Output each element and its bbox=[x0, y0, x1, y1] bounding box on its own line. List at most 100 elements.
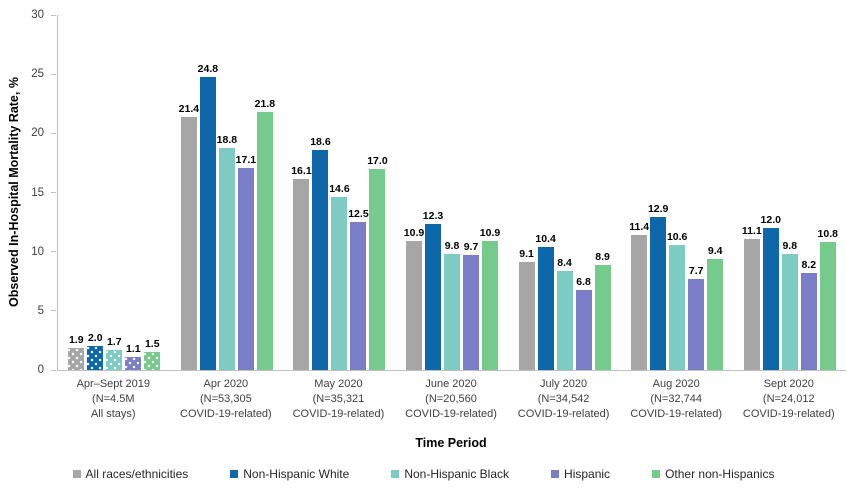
bar-column: 9.1 bbox=[518, 248, 535, 370]
x-category-label-line: Aug 2020 bbox=[652, 378, 700, 390]
x-category-label-line: July 2020 bbox=[540, 378, 588, 390]
bar-value-label: 14.6 bbox=[329, 183, 350, 196]
x-category-label-line: (N=35,321 bbox=[312, 393, 365, 405]
bar-value-label: 17.0 bbox=[367, 154, 388, 167]
x-category-label: Apr–Sept 2019 (N=4.5M All stays) bbox=[57, 377, 170, 422]
bar bbox=[537, 246, 554, 370]
bar-column: 2.0 bbox=[87, 332, 104, 370]
bar-column: 8.2 bbox=[800, 259, 817, 370]
bar-column: 10.9 bbox=[479, 227, 501, 370]
legend-item: Hispanic bbox=[551, 467, 610, 481]
x-category-label: Sept 2020 (N=24,012 COVID-19-related) bbox=[732, 377, 845, 422]
x-category-label-line: (N=34,542 bbox=[537, 393, 590, 405]
bar bbox=[199, 76, 216, 370]
y-tick-mark bbox=[51, 251, 56, 253]
y-tick-mark bbox=[51, 14, 56, 16]
legend-item-label: All races/ethnicities bbox=[85, 467, 189, 481]
bar bbox=[556, 270, 573, 370]
x-category-label: Aug 2020 (N=32,744 COVID-19-related) bbox=[620, 377, 733, 422]
bar-column: 17.1 bbox=[236, 154, 256, 370]
bar bbox=[331, 197, 348, 370]
bar-value-label: 21.4 bbox=[178, 102, 200, 115]
bar-column: 8.9 bbox=[594, 251, 611, 370]
bar-value-label: 10.6 bbox=[666, 230, 688, 243]
bar bbox=[819, 242, 836, 370]
bar bbox=[463, 255, 480, 370]
bar-value-label: 9.8 bbox=[444, 240, 460, 253]
x-category-label-line: May 2020 bbox=[314, 378, 363, 390]
bar bbox=[575, 289, 592, 370]
y-tick-mark bbox=[51, 310, 56, 312]
bar bbox=[87, 346, 104, 370]
bar-column: 17.0 bbox=[367, 154, 388, 370]
bar-column: 12.5 bbox=[348, 209, 369, 370]
x-category-label-line: COVID-19-related) bbox=[630, 408, 723, 420]
bar-group: 1.9 2.0 1.7 1.1 1.5 bbox=[58, 15, 171, 370]
legend-swatch-icon bbox=[652, 470, 661, 478]
bar-value-label: 11.1 bbox=[741, 224, 762, 237]
bar bbox=[594, 264, 611, 370]
bar bbox=[350, 222, 367, 370]
x-category-label-line: June 2020 bbox=[425, 378, 477, 390]
bar bbox=[669, 244, 686, 370]
bar-column: 24.8 bbox=[197, 62, 219, 370]
x-category-label-line: (N=24,012 bbox=[762, 393, 815, 405]
x-category-label-line: Apr 2020 bbox=[203, 378, 249, 390]
bar bbox=[312, 149, 329, 370]
bar-column: 10.6 bbox=[666, 230, 688, 370]
bar-value-label: 10.9 bbox=[479, 227, 501, 240]
bar-column: 21.8 bbox=[254, 98, 276, 370]
bar-group: 21.4 24.8 18.8 17.1 21.8 bbox=[171, 15, 284, 370]
bar-value-label: 24.8 bbox=[197, 62, 219, 75]
legend-item-label: Non-Hispanic Black bbox=[404, 467, 510, 481]
x-axis-category-labels: Apr–Sept 2019 (N=4.5M All stays) Apr 2020 (N… bbox=[57, 377, 845, 422]
bar bbox=[518, 262, 535, 370]
bar bbox=[293, 179, 310, 370]
bar-value-label: 2.0 bbox=[87, 332, 103, 345]
bar-value-label: 12.3 bbox=[422, 210, 444, 223]
bar-column: 9.4 bbox=[707, 245, 724, 370]
bar-value-label: 1.7 bbox=[106, 335, 122, 348]
legend-item: Other non-Hispanics bbox=[652, 467, 774, 481]
bar-value-label: 6.8 bbox=[576, 275, 591, 288]
x-category-label-line: COVID-19-related) bbox=[405, 408, 497, 420]
bar-value-label: 16.1 bbox=[291, 165, 312, 178]
x-category-label-line: COVID-19-related) bbox=[292, 408, 385, 420]
bar-column: 10.4 bbox=[535, 233, 556, 370]
y-tick-label: 20 bbox=[31, 127, 44, 140]
x-category-label: Apr 2020 (N=53,305 COVID-19-related) bbox=[170, 377, 283, 422]
bar bbox=[631, 235, 648, 370]
bar bbox=[369, 168, 386, 370]
bar-group: 9.1 10.4 8.4 6.8 8.9 bbox=[508, 15, 621, 370]
bar-column: 10.8 bbox=[818, 229, 838, 370]
x-category-label-line: Apr–Sept 2019 bbox=[76, 378, 150, 390]
legend-item-label: Non-Hispanic White bbox=[243, 467, 350, 481]
y-tick-mark bbox=[51, 192, 56, 193]
bar-value-label: 9.1 bbox=[519, 248, 534, 261]
bar bbox=[237, 167, 254, 370]
bar bbox=[707, 258, 724, 370]
bar-value-label: 7.7 bbox=[688, 264, 704, 277]
bar-column: 9.7 bbox=[463, 242, 480, 370]
bar-column: 14.6 bbox=[329, 183, 350, 370]
bar-value-label: 21.8 bbox=[254, 98, 276, 111]
y-tick-mark bbox=[51, 73, 56, 75]
bar bbox=[256, 112, 273, 370]
y-tick-label: 25 bbox=[31, 68, 44, 81]
bar bbox=[781, 254, 798, 370]
x-category-label-line: Sept 2020 bbox=[763, 378, 814, 390]
plot-area: 1.9 2.0 1.7 1.1 1.5 21.4 24.8 18.8 17.1 21.8 16.1 1… bbox=[57, 15, 846, 371]
bar bbox=[425, 224, 442, 370]
bar-column: 12.3 bbox=[422, 210, 444, 370]
bar-value-label: 11.4 bbox=[629, 221, 650, 234]
y-tick-label: 5 bbox=[37, 304, 44, 317]
bar-column: 10.9 bbox=[404, 228, 424, 370]
bar-value-label: 12.9 bbox=[647, 203, 669, 216]
bar-column: 1.5 bbox=[144, 338, 161, 370]
bar-column: 18.8 bbox=[217, 134, 237, 370]
x-category-label: May 2020 (N=35,321 COVID-19-related) bbox=[282, 377, 395, 422]
bar-column: 8.4 bbox=[556, 257, 573, 370]
bar-value-label: 1.5 bbox=[144, 338, 160, 351]
legend: All races/ethnicities Non-Hispanic White N… bbox=[0, 467, 847, 481]
x-category-label-line: (N=32,744 bbox=[650, 393, 703, 405]
